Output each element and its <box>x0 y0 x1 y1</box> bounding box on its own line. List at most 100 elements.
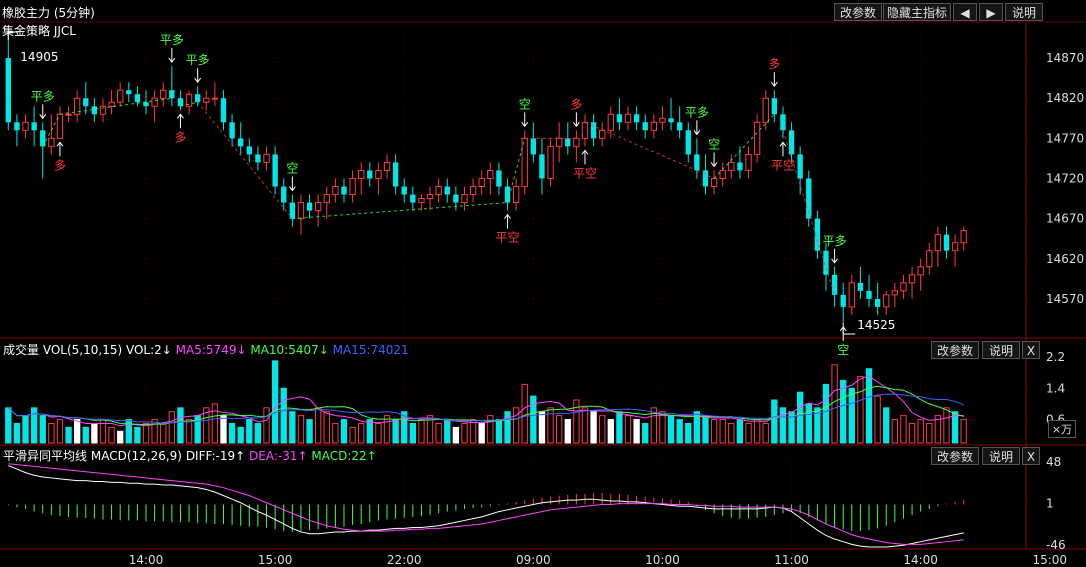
candle-body <box>512 186 520 204</box>
candle <box>694 138 700 179</box>
candle-body <box>203 97 210 103</box>
candle <box>900 274 907 299</box>
candle-body <box>797 154 803 179</box>
candle-body <box>281 186 287 203</box>
volume-bar <box>289 411 296 444</box>
candle <box>633 106 640 131</box>
strategy-label: 集金策略 JJCL <box>2 24 76 38</box>
candle <box>659 106 666 131</box>
candle-body <box>31 122 37 131</box>
macd-tick-label: -46 <box>1046 538 1066 552</box>
macd-diff-line <box>8 465 964 548</box>
volume-bar <box>39 415 46 444</box>
volume-close-button[interactable]: X <box>1022 341 1040 359</box>
candle-body <box>117 89 124 103</box>
volume-bar <box>728 422 735 444</box>
volume-bar <box>960 419 967 444</box>
signal-label: 平多 <box>160 33 184 47</box>
signal-arrow-head <box>39 114 47 120</box>
volume-bar <box>719 419 726 444</box>
candle-body <box>650 121 658 131</box>
params-button[interactable]: 改参数 <box>834 3 882 21</box>
volume-bar <box>375 422 382 444</box>
volume-bar <box>160 422 167 444</box>
candle-body <box>771 98 778 115</box>
macd-params-button[interactable]: 改参数 <box>931 447 979 465</box>
candle <box>383 154 391 179</box>
trade-signal: 多 <box>174 113 186 144</box>
volume-bar <box>521 383 528 444</box>
candle <box>496 162 502 195</box>
volume-bar <box>469 419 477 444</box>
candle <box>238 122 244 155</box>
volume-bar <box>547 407 554 444</box>
trade-signal: 多 <box>570 97 582 128</box>
candle <box>392 154 399 195</box>
hide-indicator-button[interactable]: 隐藏主指标 <box>883 3 951 21</box>
candle <box>426 186 434 211</box>
candle <box>806 170 812 227</box>
candle-body <box>719 169 726 179</box>
candle <box>581 114 589 147</box>
macd-close-button[interactable]: X <box>1022 447 1040 465</box>
candle-body <box>263 153 270 163</box>
trade-signal: 平多 <box>160 33 184 63</box>
volume-params-button[interactable]: 改参数 <box>931 341 979 359</box>
candlestick-series <box>5 34 967 323</box>
candle-body <box>185 93 193 107</box>
candle <box>780 106 786 139</box>
volume-bar <box>478 422 485 444</box>
scroll-left-button[interactable]: ◀ <box>953 3 977 21</box>
volume-value: VOL:2↓ <box>125 343 172 357</box>
macd-help-button[interactable]: 说明 <box>982 447 1020 465</box>
volume-bar <box>822 383 830 444</box>
signal-dash-line <box>180 101 198 107</box>
volume-bar <box>125 419 132 444</box>
candle-body <box>806 178 812 219</box>
candle-body <box>848 282 855 308</box>
volume-ma15-line <box>7 393 964 424</box>
candle <box>5 34 11 131</box>
candle <box>203 90 210 111</box>
volume-bar <box>271 360 279 444</box>
volume-bar <box>117 430 124 444</box>
candle-body <box>297 202 305 220</box>
macd-tick-label: 48 <box>1046 455 1061 469</box>
time-tick-label: 14:00 <box>903 553 938 567</box>
candle <box>126 82 132 103</box>
signal-label: 平空 <box>496 231 520 245</box>
candle-body <box>607 113 614 131</box>
candle-body <box>710 177 718 188</box>
candle <box>272 146 278 195</box>
axis-labels: 14870 14820 14770 14720 14670 14620 14570 14:00… <box>7 31 1084 567</box>
low-label: 14525 <box>857 318 895 332</box>
scroll-right-button[interactable]: ▶ <box>979 3 1003 21</box>
candle <box>255 146 261 171</box>
candle-body <box>917 266 924 276</box>
signal-label: 平多 <box>31 89 55 103</box>
candle-body <box>383 161 391 171</box>
candle-body <box>177 98 184 107</box>
candle <box>831 266 838 307</box>
volume-tick-label: 1.4 <box>1046 381 1065 395</box>
candle-body <box>108 101 115 107</box>
time-tick-label: 11:00 <box>774 553 809 567</box>
candle <box>99 98 107 123</box>
help-button[interactable]: 说明 <box>1005 3 1043 21</box>
candle <box>883 290 890 315</box>
candle-body <box>426 194 434 200</box>
volume-bar <box>228 422 236 444</box>
volume-bar <box>753 419 761 444</box>
candle <box>797 146 803 195</box>
signal-label: 空 <box>837 343 849 357</box>
volume-bar <box>203 407 210 444</box>
volume-help-button[interactable]: 说明 <box>982 341 1020 359</box>
candle-body <box>823 250 829 275</box>
macd-formula: MACD(12,26,9) <box>90 449 182 463</box>
candle-body <box>521 137 528 188</box>
candle-body <box>504 186 511 203</box>
candle <box>169 66 175 107</box>
candle-body <box>814 218 821 251</box>
signal-dash-line <box>713 113 775 179</box>
volume-bar <box>891 419 899 444</box>
